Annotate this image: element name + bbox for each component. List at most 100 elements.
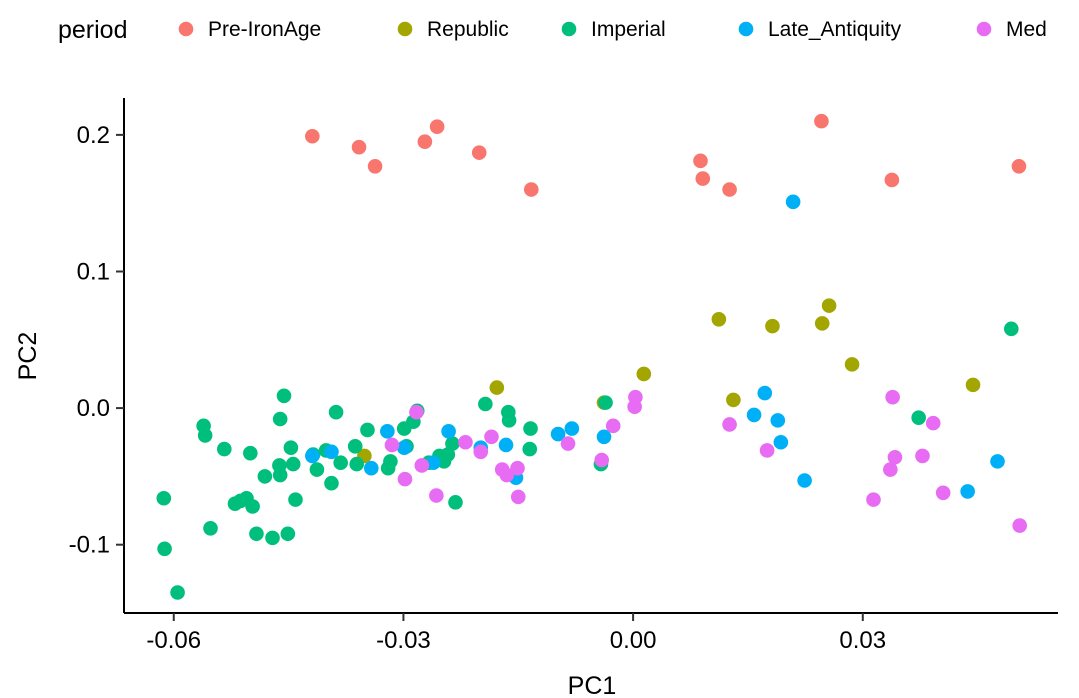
data-point [925, 415, 941, 431]
data-point [636, 366, 652, 382]
data-point [1012, 518, 1028, 533]
data-point [243, 445, 258, 461]
data-point [157, 541, 172, 557]
data-point [785, 194, 801, 210]
data-point [471, 145, 487, 160]
data-point [309, 462, 325, 477]
y-tick-label: -0.1 [69, 532, 110, 559]
data-point [417, 134, 433, 150]
data-point [844, 357, 860, 372]
data-point [440, 447, 456, 462]
data-point [280, 526, 296, 542]
data-point [770, 413, 786, 428]
data-point [367, 159, 383, 174]
data-point [305, 448, 320, 464]
data-point [489, 380, 505, 395]
data-point [288, 492, 303, 507]
x-tick-label: 0.00 [610, 627, 657, 654]
data-point [473, 444, 489, 460]
legend-key [738, 21, 754, 37]
data-point [628, 389, 643, 405]
y-tick-label: 0.0 [77, 395, 110, 422]
data-point [360, 422, 375, 438]
data-point [384, 437, 400, 453]
data-point [499, 467, 515, 483]
series-republic [357, 298, 981, 464]
data-point [170, 585, 185, 600]
data-point [911, 410, 926, 425]
data-point [550, 426, 566, 442]
y-tick-label: 0.1 [77, 258, 110, 285]
data-point [409, 404, 424, 420]
data-point [478, 396, 493, 412]
data-point [814, 113, 829, 129]
data-point [605, 418, 621, 434]
data-point [397, 471, 413, 487]
data-point [759, 443, 775, 458]
legend-key [561, 21, 577, 37]
data-point [156, 490, 172, 506]
data-point [333, 455, 348, 471]
data-point [245, 499, 260, 514]
legend-key [178, 21, 194, 37]
y-axis-label: PC2 [14, 332, 42, 381]
data-point [523, 421, 538, 436]
data-point [396, 440, 412, 456]
legend-entry-med: Med [976, 18, 1047, 41]
legend-label: Pre-IronAge [208, 18, 321, 41]
data-point [498, 437, 514, 453]
data-point [821, 298, 837, 313]
data-point [197, 428, 213, 443]
legend-entry-pre-ironage: Pre-IronAge [178, 18, 321, 41]
data-point [726, 392, 741, 408]
legend-entry-imperial: Imperial [561, 18, 666, 41]
data-point [866, 492, 881, 507]
data-point [203, 521, 218, 536]
data-point [425, 455, 441, 471]
plot-points [156, 113, 1028, 600]
x-tick-label: -0.03 [376, 627, 431, 654]
data-point [695, 171, 711, 186]
data-point [383, 454, 398, 469]
data-point [484, 429, 499, 445]
legend-entry-republic: Republic [397, 18, 509, 41]
data-point [1011, 159, 1027, 174]
data-point [510, 460, 525, 476]
data-point [283, 440, 299, 456]
data-point [448, 495, 463, 510]
data-point [347, 439, 363, 454]
data-point [276, 388, 292, 404]
legend-title: period [58, 16, 128, 44]
legend-label: Late_Antiquity [768, 18, 902, 41]
data-point [746, 407, 762, 423]
data-point [797, 473, 812, 488]
data-point [564, 421, 580, 436]
data-point [445, 436, 460, 451]
legend: period Pre-IronAge Republic Imperial Late_A… [58, 16, 1047, 44]
data-point [887, 449, 903, 465]
data-point [351, 139, 367, 155]
data-point [272, 467, 288, 483]
data-point [380, 424, 395, 439]
data-point [773, 434, 789, 450]
data-point [814, 316, 830, 331]
data-point [265, 530, 280, 546]
data-point [990, 454, 1005, 469]
data-point [441, 424, 456, 439]
legend-key [976, 21, 992, 37]
data-point [1004, 321, 1019, 337]
data-point [693, 153, 708, 169]
data-point [935, 485, 951, 501]
data-point [285, 456, 301, 472]
data-point [915, 448, 930, 464]
data-point [884, 172, 900, 188]
data-point [598, 395, 613, 410]
data-point [324, 475, 339, 491]
data-point [560, 436, 576, 451]
x-tick-label: 0.03 [839, 627, 886, 654]
data-point [328, 404, 344, 420]
data-point [363, 460, 379, 476]
legend-label: Med [1006, 18, 1047, 41]
data-point [711, 311, 727, 327]
